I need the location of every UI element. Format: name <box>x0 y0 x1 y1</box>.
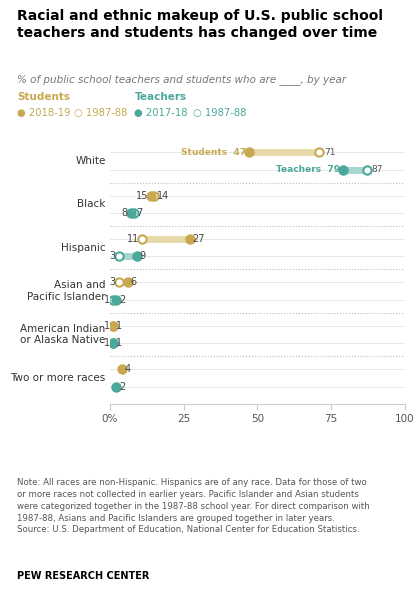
Text: 6: 6 <box>131 277 137 287</box>
Text: 1: 1 <box>104 338 110 348</box>
Text: Asian and
Pacific Islander: Asian and Pacific Islander <box>27 280 105 302</box>
Text: PEW RESEARCH CENTER: PEW RESEARCH CENTER <box>17 571 149 582</box>
Text: 11: 11 <box>127 234 139 244</box>
Text: 87: 87 <box>371 165 383 174</box>
Text: White: White <box>75 156 105 166</box>
Text: ● 2017-18: ● 2017-18 <box>134 108 188 118</box>
Text: 14: 14 <box>157 191 169 201</box>
Text: 3: 3 <box>110 277 116 287</box>
Text: 2: 2 <box>119 381 125 391</box>
Text: Black: Black <box>77 200 105 210</box>
Text: Racial and ethnic makeup of U.S. public school
teachers and students has changed: Racial and ethnic makeup of U.S. public … <box>17 9 383 40</box>
Text: % of public school teachers and students who are ____, by year: % of public school teachers and students… <box>17 74 346 85</box>
Text: 4: 4 <box>125 364 131 374</box>
Text: ● 2018-19: ● 2018-19 <box>17 108 70 118</box>
Text: Hispanic: Hispanic <box>61 243 105 253</box>
Text: 8: 8 <box>122 208 128 218</box>
Text: ○ 1987-88: ○ 1987-88 <box>193 108 247 118</box>
Text: 1: 1 <box>104 321 110 331</box>
Text: 15: 15 <box>136 191 148 201</box>
Text: 2: 2 <box>119 295 125 305</box>
Text: Two or more races: Two or more races <box>10 373 105 383</box>
Text: Students: Students <box>17 92 70 102</box>
Text: ○ 1987-88: ○ 1987-88 <box>74 108 127 118</box>
Text: 71: 71 <box>324 148 335 157</box>
Text: 1: 1 <box>104 295 110 305</box>
Text: American Indian
or Alaska Native: American Indian or Alaska Native <box>20 324 105 345</box>
Text: Teachers  79: Teachers 79 <box>276 165 340 174</box>
Text: Students  47: Students 47 <box>181 148 246 157</box>
Text: 3: 3 <box>110 251 116 261</box>
Text: 7: 7 <box>136 208 143 218</box>
Text: Note: All races are non-Hispanic. Hispanics are of any race. Data for those of t: Note: All races are non-Hispanic. Hispan… <box>17 478 370 535</box>
Text: 27: 27 <box>193 234 205 244</box>
Text: 9: 9 <box>139 251 146 261</box>
Text: 1: 1 <box>116 338 122 348</box>
Text: 1: 1 <box>116 321 122 331</box>
Text: Teachers: Teachers <box>134 92 186 102</box>
